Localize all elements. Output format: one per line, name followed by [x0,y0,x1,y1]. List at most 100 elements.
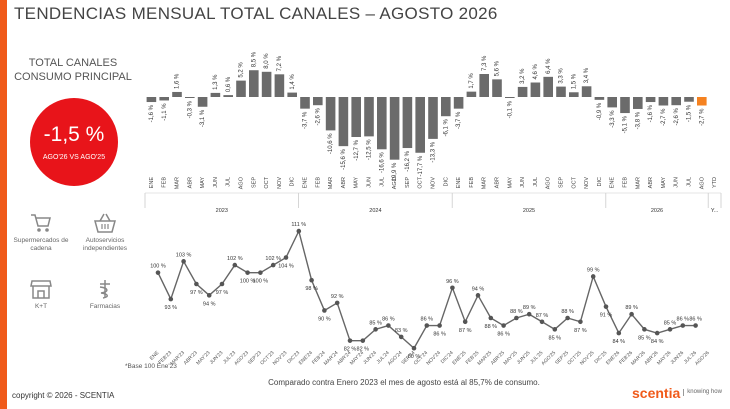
x-tick-label: JUL [686,177,692,187]
bar [325,97,336,131]
line-point [232,262,238,268]
bar-data-label: -10,6 % [328,133,334,154]
line-point [258,270,263,275]
bar-data-label: 3,4 % [584,67,590,83]
x-tick-label: JUN [366,177,372,188]
line-data-label: 88 % [561,309,574,315]
bar [300,97,310,109]
line-x-tick-label: NOV'24 [425,350,442,367]
line-data-label: 92 % [331,294,344,300]
line-point [347,338,353,343]
x-tick-label: MAR [482,177,488,189]
line-data-label: 91 % [600,313,613,319]
line-point [411,345,417,351]
line-data-label: 99 % [587,267,600,273]
x-tick-label: DIC [290,177,296,187]
line-data-label: 97 % [190,290,203,296]
year-group-label: 2026 [651,208,663,214]
line-x-tick-label: AGO'24 [387,350,404,367]
x-tick-label: AGO [238,176,244,189]
channel-label: K+T [34,303,48,310]
line-point [424,323,430,328]
x-tick-label: JUN [674,177,680,188]
bar [249,70,259,97]
chart-subtitle: TOTAL CANALES CONSUMO PRINCIPAL [14,57,132,83]
bar [351,97,361,138]
bar [453,97,464,109]
brand-name: scentia [632,384,681,401]
year-group-label: Y... [711,208,719,214]
line-x-tick-label: ENE'24 [298,350,314,366]
channel-label: Farmacias [89,303,121,310]
x-tick-label: DIC [443,177,449,187]
bar-data-label: -17,7 % [418,155,424,176]
year-group-label: 2024 [369,208,381,214]
bar [389,97,400,160]
line-point [194,281,199,287]
channel-supermercados: Supermercados de cadena [8,212,74,253]
bar-data-label: -5,1 % [623,115,629,133]
line-point [296,228,302,234]
line-point [590,274,596,279]
x-tick-label: AGO [546,176,552,189]
line-point [373,327,378,332]
line-point [155,270,161,275]
line-data-label: 97 % [216,290,229,296]
bar-data-label: 5,6 % [495,60,501,76]
bar-data-label: -3,1 % [200,109,206,127]
bar-data-label: -2,7 % [699,108,705,126]
line-x-tick-label: MAY'26 [656,350,672,366]
line-point [514,315,519,321]
line-data-label: 84 % [613,339,626,345]
x-tick-label: ENE [302,177,308,189]
bar-data-label: -15,6 % [341,148,347,169]
x-tick-label: NOV [584,177,590,189]
bar [505,97,515,98]
line-point [693,323,698,328]
pharmacy-icon [99,280,110,299]
line-data-label: 87 % [536,313,549,319]
line-point [270,262,276,268]
bar-data-label: 7,3 % [482,55,488,71]
bar-data-label: -3,8 % [635,111,641,129]
bar-data-label: -0,3 % [187,100,193,118]
bar-data-label: 1,7 % [469,73,475,89]
bar-data-label: -1,6 % [648,104,654,122]
year-group-label: 2023 [216,208,228,214]
line-point [206,293,212,298]
line-point [360,338,366,343]
x-tick-label: JUL [379,177,385,187]
bar [185,97,195,98]
line-data-label: 111 % [291,222,306,228]
bar [415,97,425,153]
bar-data-label: 1,3 % [213,74,219,90]
copyright: copyright © 2026 - SCENTIA [12,391,115,400]
channel-kt: K+T [8,278,74,311]
line-data-label: 94 % [203,301,216,307]
bar [517,86,528,97]
bar [428,97,438,139]
line-x-tick-label: JUN'26 [669,350,685,366]
x-tick-label: AGO [392,176,398,189]
x-tick-label: ABR [341,177,347,188]
line-data-label: 89 % [625,305,638,311]
x-tick-label: SEP [558,177,564,188]
bar-data-label: -1,1 % [162,103,168,121]
bar-data-label: 8,0 % [264,53,270,69]
line-data-label: 88 % [510,309,523,315]
line-data-label: 103 % [176,252,192,258]
bar-data-label: 1,4 % [290,74,296,90]
line-point [488,315,494,321]
accent-bar [0,0,7,409]
x-tick-label: AGO [699,176,705,189]
line-data-label: 102 % [265,256,281,262]
line-data-label: 104 % [278,264,294,270]
x-tick-label: OCT [571,176,577,188]
line-data-label: 86 % [689,317,702,323]
line-data-label: 85 % [664,320,677,326]
bar-data-label: 0,6 % [226,76,232,92]
x-tick-label: ENE [149,177,155,189]
bar [684,97,694,102]
channel-farmacias: Farmacias [72,278,138,311]
line-point [680,323,686,328]
